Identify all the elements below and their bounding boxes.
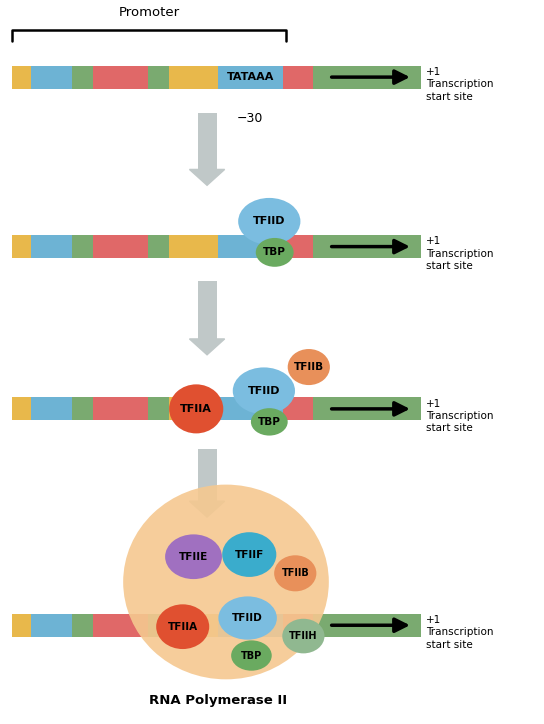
Text: TFIIA: TFIIA <box>180 404 212 414</box>
Polygon shape <box>189 169 225 185</box>
Bar <box>31 66 72 88</box>
Bar <box>147 235 169 258</box>
Bar <box>147 614 169 637</box>
Bar <box>197 113 217 169</box>
Ellipse shape <box>169 384 223 434</box>
Text: TBP: TBP <box>258 417 281 427</box>
Bar <box>218 397 283 421</box>
Bar <box>283 397 313 421</box>
Ellipse shape <box>256 238 294 267</box>
Text: TBP: TBP <box>263 248 286 257</box>
Bar <box>313 397 421 421</box>
Polygon shape <box>189 339 225 355</box>
Bar <box>169 397 218 421</box>
Text: TFIIB: TFIIB <box>294 362 324 372</box>
Text: TFIID: TFIID <box>253 216 286 227</box>
Ellipse shape <box>231 641 272 670</box>
Ellipse shape <box>288 349 330 385</box>
Text: TFIIA: TFIIA <box>168 622 198 631</box>
Bar <box>72 614 94 637</box>
Bar <box>31 235 72 258</box>
Text: Promoter: Promoter <box>118 6 180 19</box>
Bar <box>31 614 72 637</box>
Bar <box>147 66 169 88</box>
Text: +1
Transcription
start site: +1 Transcription start site <box>426 615 494 650</box>
Bar <box>218 235 283 258</box>
Bar <box>94 66 147 88</box>
Bar <box>31 397 72 421</box>
Bar <box>12 614 31 637</box>
Bar <box>283 66 313 88</box>
Polygon shape <box>189 501 225 517</box>
Bar <box>12 235 31 258</box>
Ellipse shape <box>219 597 277 640</box>
Bar <box>218 66 283 88</box>
Bar <box>169 235 218 258</box>
Bar <box>12 66 31 88</box>
Bar <box>218 614 283 637</box>
Bar <box>313 66 421 88</box>
Bar <box>197 281 217 339</box>
Ellipse shape <box>156 605 209 649</box>
Bar <box>12 397 31 421</box>
Ellipse shape <box>238 198 300 245</box>
Text: TFIIH: TFIIH <box>289 631 318 641</box>
Text: +1
Transcription
start site: +1 Transcription start site <box>426 237 494 272</box>
Ellipse shape <box>251 408 288 436</box>
Bar <box>313 614 421 637</box>
Text: TFIID: TFIID <box>232 613 263 623</box>
Text: TFIID: TFIID <box>248 386 280 396</box>
Bar <box>72 235 94 258</box>
Text: RNA Polymerase II: RNA Polymerase II <box>149 694 287 707</box>
Text: +1
Transcription
start site: +1 Transcription start site <box>426 67 494 102</box>
Text: TBP: TBP <box>241 651 262 660</box>
Bar <box>147 397 169 421</box>
Bar <box>72 66 94 88</box>
Bar <box>313 235 421 258</box>
Text: TATAAA: TATAAA <box>227 72 274 82</box>
Text: TFIIE: TFIIE <box>179 552 208 562</box>
Bar <box>94 614 147 637</box>
Bar <box>72 397 94 421</box>
Text: TFIIF: TFIIF <box>234 550 264 560</box>
Ellipse shape <box>282 619 325 653</box>
Ellipse shape <box>165 534 222 579</box>
Ellipse shape <box>274 555 317 592</box>
Ellipse shape <box>233 367 295 414</box>
Bar <box>169 614 218 637</box>
Bar <box>94 397 147 421</box>
Text: +1
Transcription
start site: +1 Transcription start site <box>426 399 494 434</box>
Bar <box>283 614 313 637</box>
Bar <box>197 449 217 501</box>
Bar <box>94 235 147 258</box>
Bar <box>169 66 218 88</box>
Ellipse shape <box>222 532 276 577</box>
Text: TFIIB: TFIIB <box>281 568 309 578</box>
Ellipse shape <box>123 484 329 679</box>
Bar <box>283 235 313 258</box>
Text: −30: −30 <box>237 111 263 125</box>
